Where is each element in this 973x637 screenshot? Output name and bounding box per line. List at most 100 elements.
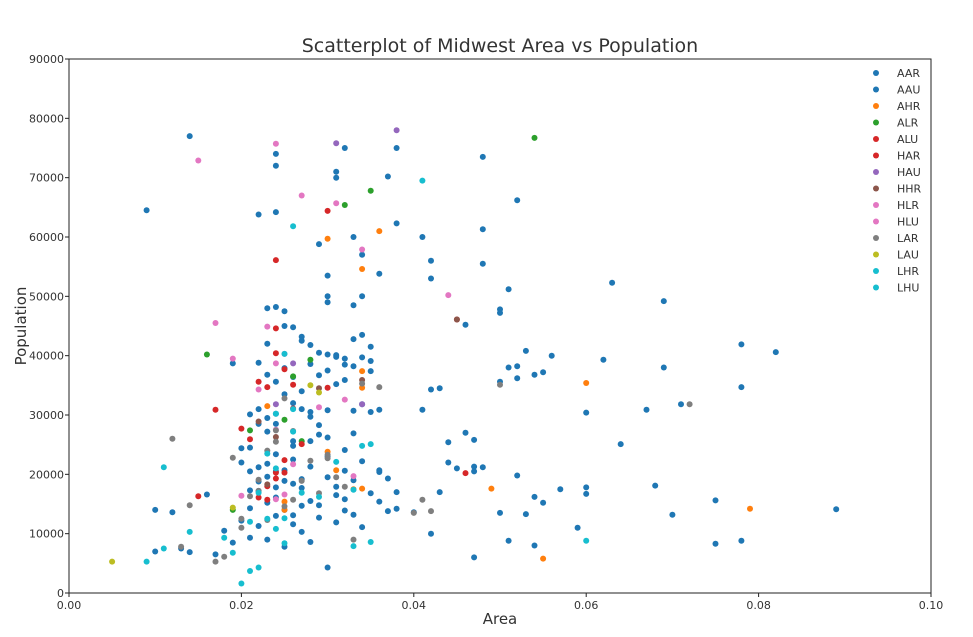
data-point xyxy=(307,498,314,504)
data-point xyxy=(436,385,443,392)
data-point xyxy=(350,407,357,414)
x-axis-label: Area xyxy=(483,610,518,628)
data-point xyxy=(264,515,271,522)
data-point xyxy=(316,493,322,500)
legend-label: AAR xyxy=(897,67,920,80)
data-point xyxy=(247,568,253,574)
data-point xyxy=(428,508,434,515)
data-point xyxy=(272,434,279,440)
data-point xyxy=(324,299,331,306)
data-point xyxy=(359,266,366,272)
data-point xyxy=(333,492,340,499)
legend-marker xyxy=(873,284,879,291)
data-point xyxy=(298,337,305,344)
legend-label: ALU xyxy=(897,133,918,146)
data-point xyxy=(307,539,314,545)
x-tick-label: 0.08 xyxy=(746,599,771,612)
data-point xyxy=(514,363,521,370)
legend-marker xyxy=(873,86,879,93)
data-point xyxy=(350,511,357,518)
data-point xyxy=(324,272,331,279)
data-point xyxy=(255,494,262,501)
legend-item-lhr: LHR xyxy=(873,265,919,278)
data-point xyxy=(488,485,495,492)
y-tick-label: 20000 xyxy=(29,468,64,481)
data-point xyxy=(341,447,348,453)
data-point xyxy=(290,438,297,445)
data-point xyxy=(255,378,262,385)
data-point xyxy=(290,521,297,528)
data-point xyxy=(350,363,357,370)
data-point xyxy=(367,490,374,497)
data-point xyxy=(212,551,219,558)
data-point xyxy=(186,502,193,509)
data-point xyxy=(341,145,348,151)
data-point xyxy=(272,475,279,482)
data-point xyxy=(316,431,322,438)
data-point xyxy=(367,409,374,415)
data-point xyxy=(247,493,253,500)
data-point xyxy=(678,401,684,408)
data-point xyxy=(471,468,478,475)
data-point xyxy=(393,505,400,512)
data-point xyxy=(316,404,322,411)
data-point xyxy=(350,543,357,550)
legend-label: LHU xyxy=(897,282,919,295)
data-point xyxy=(350,477,357,484)
data-point xyxy=(264,481,271,488)
data-point xyxy=(393,127,400,134)
data-point xyxy=(264,496,271,503)
data-point xyxy=(333,174,340,181)
data-point xyxy=(109,558,116,565)
data-point xyxy=(247,518,253,525)
data-point xyxy=(514,197,521,204)
data-point xyxy=(324,367,331,374)
data-point xyxy=(341,467,348,474)
legend-item-alu: ALU xyxy=(873,133,918,146)
data-point xyxy=(186,133,193,140)
legend-item-aar: AAR xyxy=(873,67,920,80)
data-point xyxy=(359,251,366,258)
legend-item-lar: LAR xyxy=(873,232,919,245)
data-point xyxy=(298,333,305,340)
data-point xyxy=(324,293,331,300)
y-tick-label: 10000 xyxy=(29,528,64,541)
data-point xyxy=(272,427,279,434)
data-point xyxy=(557,486,564,493)
data-point xyxy=(272,525,279,532)
data-point xyxy=(255,464,262,471)
data-point xyxy=(221,527,228,534)
data-point xyxy=(505,364,512,371)
data-point xyxy=(238,524,245,531)
data-point xyxy=(281,350,288,357)
data-point xyxy=(290,428,297,435)
data-point xyxy=(298,406,305,413)
data-point xyxy=(316,349,322,356)
data-point xyxy=(298,477,305,484)
data-point xyxy=(298,502,305,509)
legend-marker xyxy=(873,70,879,76)
data-point xyxy=(255,489,262,496)
legend-marker xyxy=(873,152,879,159)
data-point xyxy=(359,485,366,492)
data-point xyxy=(143,558,150,565)
data-point xyxy=(264,384,271,391)
data-point xyxy=(540,369,547,376)
data-point xyxy=(350,430,357,437)
data-point xyxy=(272,401,279,408)
series-alu xyxy=(212,207,331,476)
data-point xyxy=(247,427,253,434)
data-point xyxy=(316,241,322,248)
legend-label: ALR xyxy=(897,117,919,130)
data-point xyxy=(247,444,253,451)
data-point xyxy=(255,359,262,366)
data-point xyxy=(307,361,314,367)
data-point xyxy=(669,511,676,518)
data-point xyxy=(203,491,210,498)
legend-marker xyxy=(873,103,879,109)
legend-marker xyxy=(873,136,879,142)
data-point xyxy=(307,356,314,363)
data-point xyxy=(307,438,314,445)
data-point xyxy=(281,457,288,464)
series-hlu xyxy=(238,246,366,503)
